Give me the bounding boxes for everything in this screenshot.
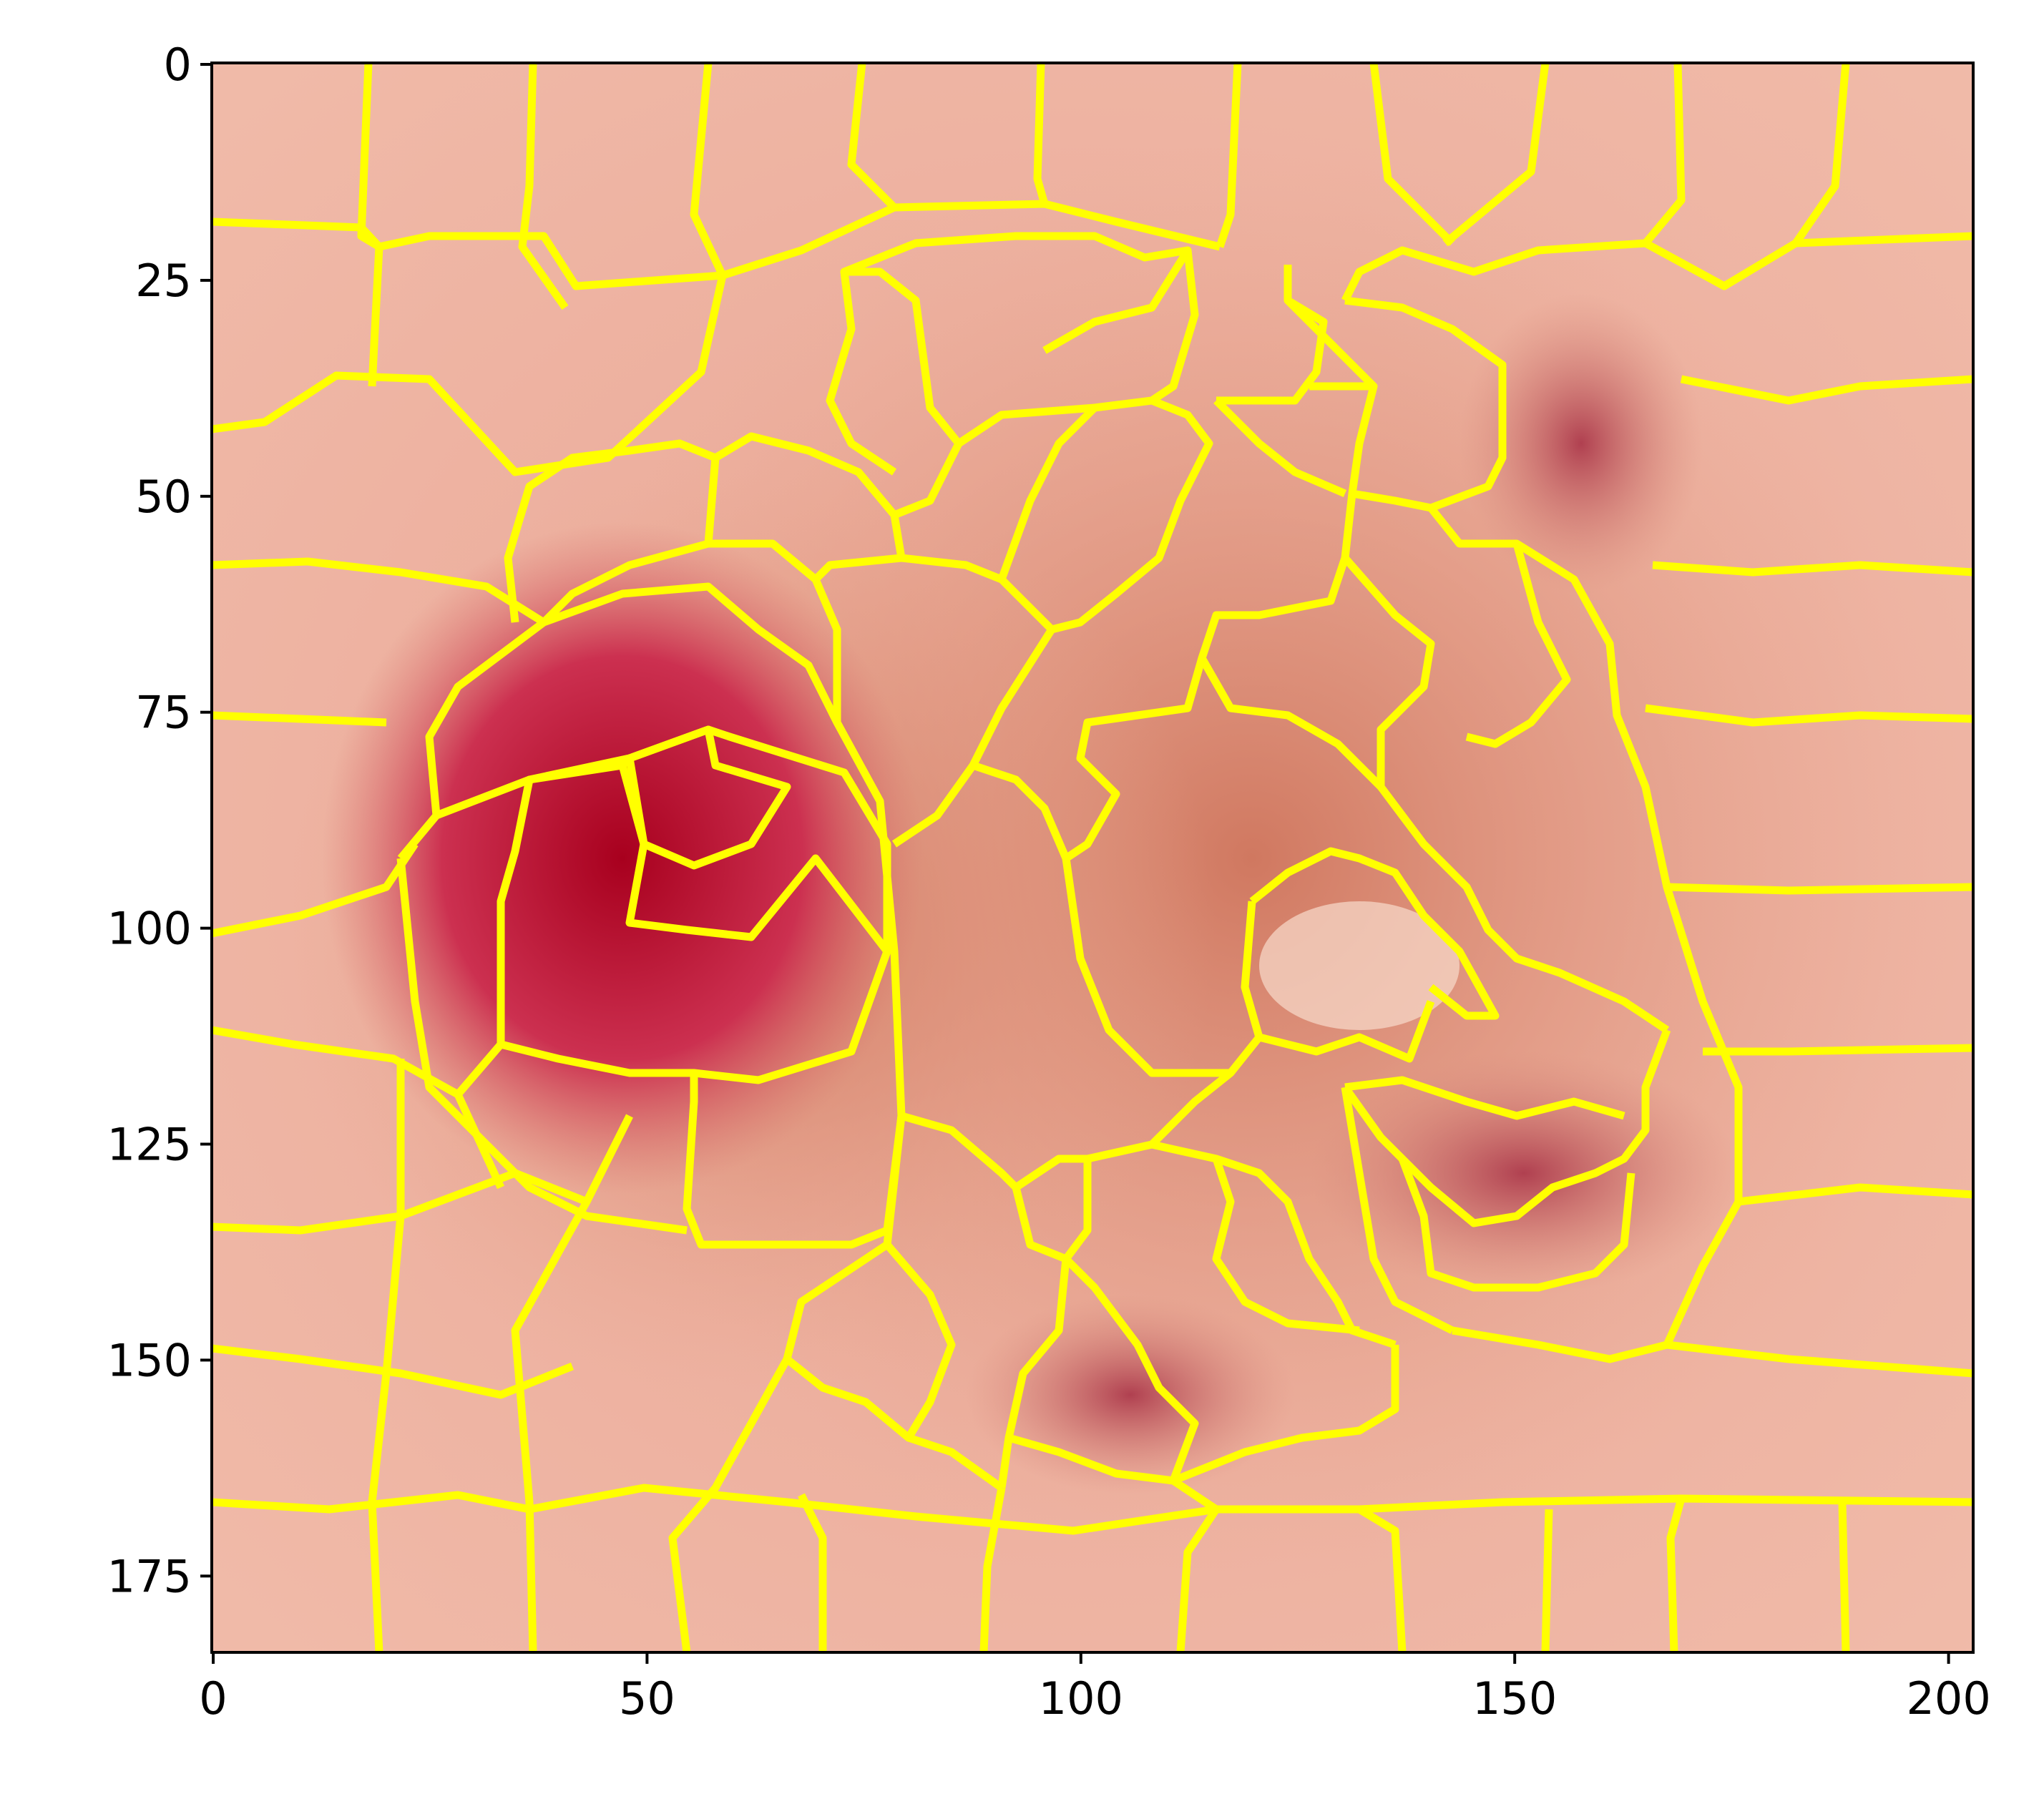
y-axis: 0 25 50 75 100 125 150 175 xyxy=(107,39,212,1602)
superpixel-boundaries xyxy=(212,63,1973,1652)
y-tick-label: 150 xyxy=(107,1334,192,1386)
plot-frame xyxy=(210,62,1975,1654)
y-tick-label: 75 xyxy=(135,687,192,739)
y-tick-label: 125 xyxy=(107,1119,192,1171)
x-tick-label: 0 xyxy=(199,1672,227,1725)
y-tick-label: 0 xyxy=(164,39,192,91)
x-tick-label: 200 xyxy=(1906,1672,1990,1725)
y-tick-label: 175 xyxy=(107,1550,192,1602)
y-tick-label: 25 xyxy=(135,255,192,307)
y-tick-label: 100 xyxy=(107,903,192,955)
x-tick-label: 150 xyxy=(1472,1672,1557,1725)
x-tick-label: 100 xyxy=(1039,1672,1123,1725)
lesion-image xyxy=(212,63,1973,1652)
y-tick-label: 50 xyxy=(135,471,192,523)
x-tick-label: 50 xyxy=(619,1672,675,1725)
x-axis: 0 50 100 150 200 xyxy=(199,1652,1991,1725)
